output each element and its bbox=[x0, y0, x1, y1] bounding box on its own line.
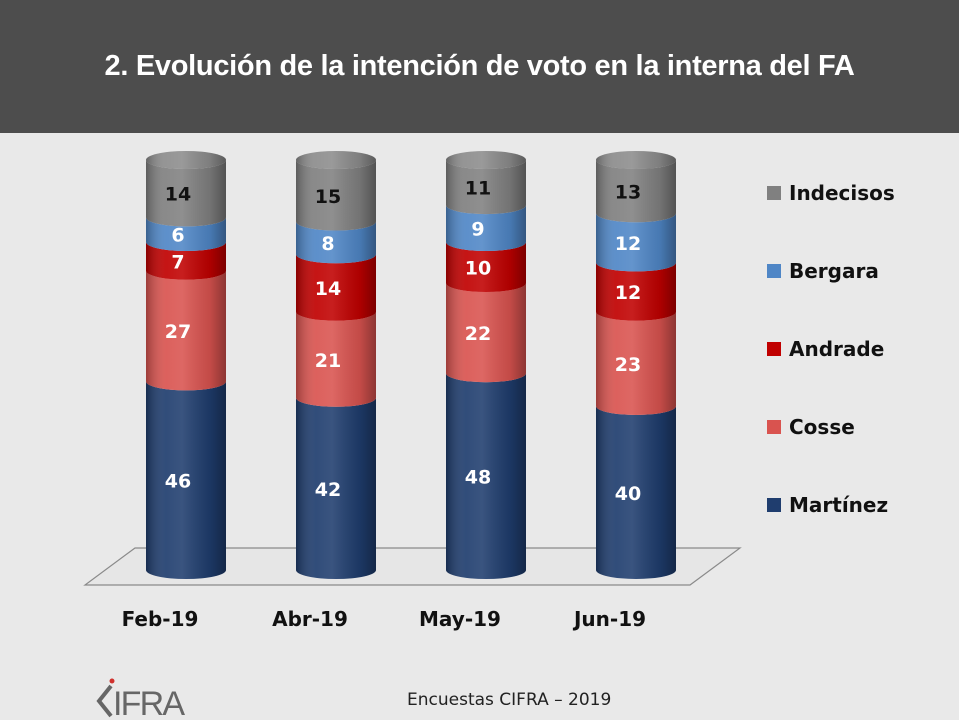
segment-shading bbox=[596, 213, 676, 272]
data-label: 40 bbox=[615, 483, 641, 505]
source-caption: Encuestas CIFRA – 2019 bbox=[407, 690, 612, 710]
legend-item-indecisos: Indecisos bbox=[767, 181, 895, 205]
bar-Feb-19 bbox=[146, 151, 226, 579]
slide-title: 2. Evolución de la intención de voto en … bbox=[104, 50, 855, 82]
category-label: Feb-19 bbox=[122, 607, 199, 631]
segment-shading bbox=[446, 283, 526, 383]
segment-shading bbox=[446, 160, 526, 215]
data-label: 23 bbox=[615, 354, 641, 376]
segment-shading bbox=[596, 406, 676, 579]
category-label: Abr-19 bbox=[272, 607, 348, 631]
legend: Indecisos Bergara Andrade Cosse Martínez bbox=[767, 181, 895, 517]
segment-shading bbox=[146, 160, 226, 227]
data-label: 14 bbox=[315, 278, 341, 300]
cylinder-top-shading bbox=[146, 151, 226, 169]
segment-shading bbox=[596, 262, 676, 321]
floor-plane bbox=[83, 547, 742, 586]
legend-label: Andrade bbox=[789, 337, 884, 361]
segment-shading bbox=[296, 254, 376, 321]
legend-swatch bbox=[767, 498, 781, 512]
segment-shading bbox=[446, 205, 526, 251]
logo-dot bbox=[109, 678, 115, 684]
logo-chevron bbox=[96, 684, 113, 718]
segment-shading bbox=[446, 242, 526, 292]
data-label: 9 bbox=[471, 219, 484, 241]
data-label: 10 bbox=[465, 258, 491, 280]
legend-swatch bbox=[767, 264, 781, 278]
cylinder-top-shading bbox=[596, 151, 676, 169]
category-label: May-19 bbox=[419, 607, 501, 631]
legend-item-andrade: Andrade bbox=[767, 337, 884, 361]
data-label: 14 bbox=[165, 184, 191, 206]
stacked-cylinder-chart: 46 27 7 6 14 42 21 14 8 15 48 22 10 9 11 40 23 12 12 13 Feb… bbox=[83, 151, 895, 631]
legend-item-cosse: Cosse bbox=[767, 415, 855, 439]
data-label: 22 bbox=[465, 323, 491, 345]
data-label: 27 bbox=[165, 321, 191, 343]
legend-label: Martínez bbox=[789, 493, 888, 517]
data-label: 42 bbox=[315, 479, 341, 501]
legend-label: Cosse bbox=[789, 415, 855, 439]
legend-item-bergara: Bergara bbox=[767, 259, 879, 283]
data-label: 13 bbox=[615, 182, 641, 204]
data-label: 12 bbox=[615, 233, 641, 255]
data-label: 8 bbox=[321, 233, 334, 255]
cifra-logo: IFRA bbox=[96, 678, 187, 719]
cylinder-top-shading bbox=[296, 151, 376, 169]
segment-shading bbox=[146, 270, 226, 391]
segment-shading bbox=[596, 160, 676, 223]
chart-floor bbox=[83, 547, 742, 586]
legend-swatch bbox=[767, 186, 781, 200]
segment-shading bbox=[296, 221, 376, 264]
data-label: 12 bbox=[615, 282, 641, 304]
legend-label: Bergara bbox=[789, 259, 879, 283]
cylinder-top-shading bbox=[446, 151, 526, 169]
segment-shading bbox=[296, 311, 376, 407]
segment-shading bbox=[146, 217, 226, 251]
bar-May-19 bbox=[446, 151, 526, 579]
legend-item-martínez: Martínez bbox=[767, 493, 888, 517]
data-label: 6 bbox=[171, 225, 184, 247]
bar-Jun-19 bbox=[596, 151, 676, 579]
legend-swatch bbox=[767, 342, 781, 356]
data-label: 48 bbox=[465, 467, 491, 489]
data-label: 21 bbox=[315, 350, 341, 372]
logo-text: IFRA bbox=[113, 685, 185, 719]
segment-shading bbox=[296, 397, 376, 579]
category-label: Jun-19 bbox=[572, 607, 646, 631]
data-label: 15 bbox=[315, 186, 341, 208]
data-label: 7 bbox=[171, 251, 184, 273]
legend-swatch bbox=[767, 420, 781, 434]
segment-shading bbox=[146, 381, 226, 579]
bar-Abr-19 bbox=[296, 151, 376, 579]
title-banner: 2. Evolución de la intención de voto en … bbox=[0, 0, 959, 133]
segment-shading bbox=[446, 373, 526, 579]
segment-shading bbox=[296, 160, 376, 231]
legend-label: Indecisos bbox=[789, 181, 895, 205]
segment-shading bbox=[596, 311, 676, 415]
data-label: 11 bbox=[465, 178, 491, 200]
segment-shading bbox=[146, 242, 226, 280]
data-label: 46 bbox=[165, 471, 191, 493]
